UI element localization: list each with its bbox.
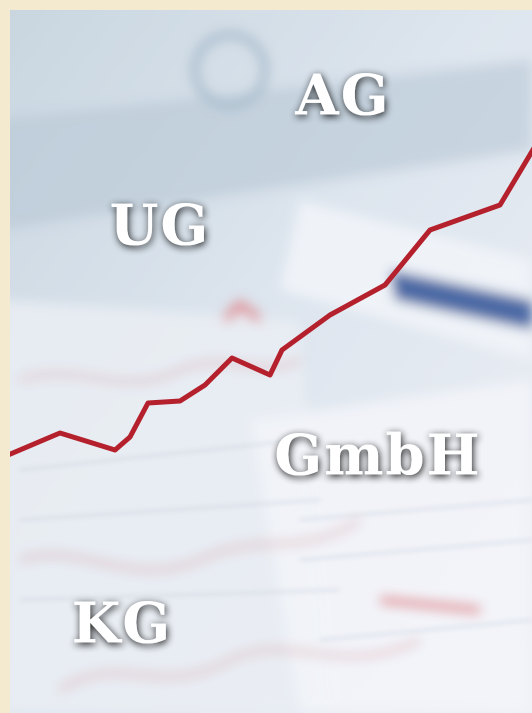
label: AG <box>294 63 390 129</box>
page: AG UG GmbH KG (() => { const data = JSON… <box>0 0 532 713</box>
illustration: AG UG GmbH KG <box>0 0 532 713</box>
label: UG <box>110 193 211 259</box>
label: KG <box>72 591 173 657</box>
label: GmbH <box>274 423 481 489</box>
